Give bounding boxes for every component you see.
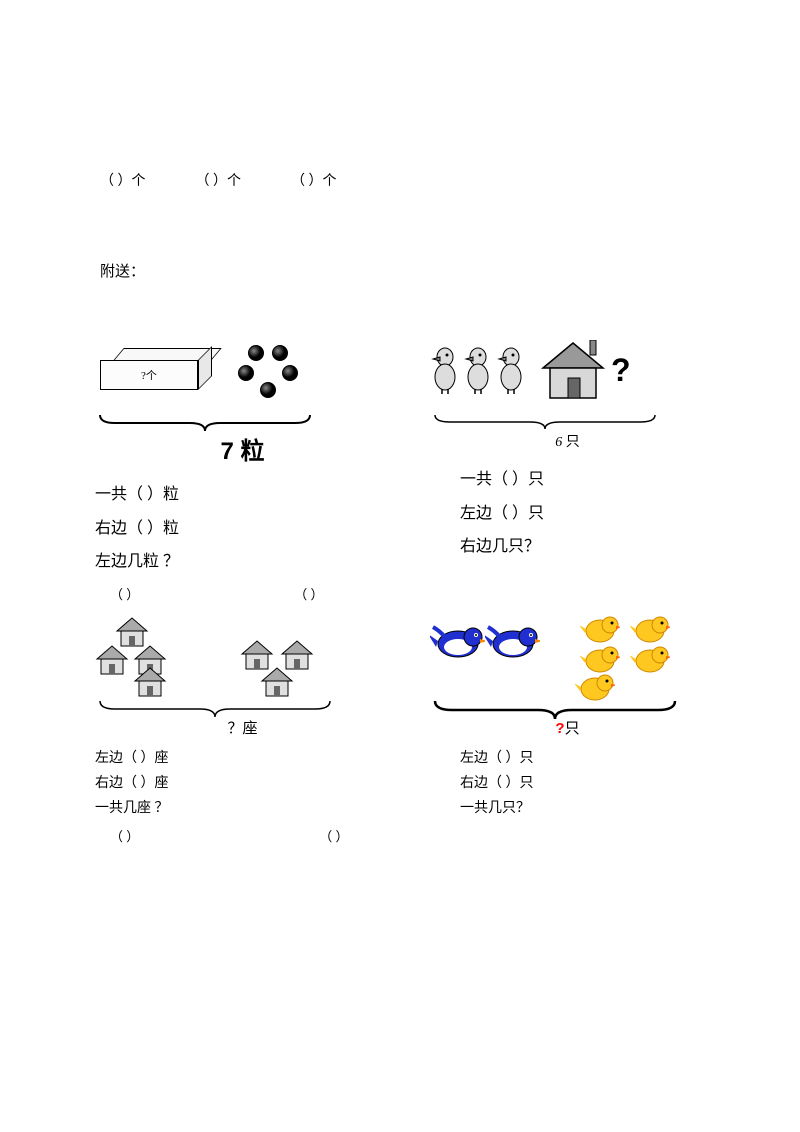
question-3: ？座 左边（ ）座 右边（ ）座 一共几座 ？ （ ） （ ）	[95, 611, 400, 846]
q3-bracket	[95, 699, 390, 721]
blank-3: （ ）个	[291, 170, 337, 190]
q3-line1: 左边（ ）座	[95, 746, 390, 771]
q4-bracket	[430, 699, 705, 721]
question-1: ?个 7 粒 一共（ ）粒 右边（ ）粒	[95, 325, 400, 603]
q2-line1: 一共（ ）只	[460, 463, 705, 497]
duck-icon	[463, 345, 493, 395]
paren-1: （ ）	[110, 584, 139, 603]
q4-illustration	[430, 611, 690, 701]
paren-1: （ ）	[110, 826, 139, 845]
q2-line3: 右边几只？	[460, 530, 705, 564]
worksheet-grid: ?个 7 粒 一共（ ）粒 右边（ ）粒	[95, 325, 705, 845]
q2-unit: 只	[566, 435, 580, 450]
q2-lines: 一共（ ）只 左边（ ）只 右边几只？	[430, 463, 705, 564]
q1-paren-row: （ ） （ ）	[95, 584, 390, 603]
q4-lines: 左边（ ）只 右边（ ）只 一共几只？	[430, 746, 705, 822]
q1-line1: 一共（ ）粒	[95, 478, 390, 512]
q1-lines: 一共（ ）粒 右边（ ）粒 左边几粒 ？	[95, 478, 390, 579]
paren-2: （ ）	[294, 584, 323, 603]
bird-icon	[430, 619, 485, 664]
duck-icon	[496, 345, 526, 395]
question-mark-icon: ?	[611, 352, 631, 389]
row-1: ?个 7 粒 一共（ ）粒 右边（ ）粒	[95, 325, 705, 603]
q4-line3: 一共几只？	[460, 796, 705, 821]
blank-1: （ ）个	[100, 170, 146, 190]
q4-line1: 左边（ ）只	[460, 746, 705, 771]
dot-icon	[238, 365, 254, 381]
q1-line2: 右边（ ）粒	[95, 512, 390, 546]
q2-line2: 左边（ ）只	[460, 497, 705, 531]
q3-paren-row: （ ） （ ）	[95, 826, 390, 845]
q3-line2: 右边（ ）座	[95, 771, 390, 796]
q4-unit: 只	[565, 721, 580, 737]
q2-illustration: ?	[430, 325, 705, 415]
row-2: ？座 左边（ ）座 右边（ ）座 一共几座 ？ （ ） （ ）	[95, 611, 705, 846]
q1-bracket-label: 7 粒	[95, 431, 390, 466]
q3-illustration	[95, 611, 335, 701]
dot-icon	[272, 345, 288, 361]
q3-line3: 一共几座 ？	[95, 796, 390, 821]
q4-line2: 右边（ ）只	[460, 771, 705, 796]
dot-icon	[260, 382, 276, 398]
mini-house-icon	[260, 666, 294, 698]
duck-group	[430, 345, 526, 395]
chick-icon	[630, 641, 670, 676]
mini-house-icon	[133, 666, 167, 698]
q1-bracket	[95, 413, 390, 435]
q3-lines: 左边（ ）座 右边（ ）座 一共几座 ？	[95, 746, 390, 822]
dot-icon	[282, 365, 298, 381]
q1-illustration: ?个	[95, 325, 390, 415]
attach-label: 附送：	[100, 260, 145, 281]
q2-num: 6	[555, 435, 562, 450]
box-icon: ?个	[100, 348, 210, 393]
mini-house-icon	[95, 644, 129, 676]
q1-line3: 左边几粒 ？	[95, 545, 390, 579]
dot-icon	[248, 345, 264, 361]
question-2: ? 6 只 一共（ ）只 左边（ ）只 右边几只？	[400, 325, 705, 603]
duck-icon	[430, 345, 460, 395]
paren-2: （ ）	[319, 826, 348, 845]
bird-icon	[485, 619, 540, 664]
dots-group	[230, 340, 310, 400]
q2-bracket	[430, 413, 705, 435]
box-label: ?个	[141, 367, 157, 383]
house-icon	[538, 340, 608, 400]
question-4: ?只 左边（ ）只 右边（ ）只 一共几只？	[400, 611, 705, 846]
blank-2: （ ）个	[196, 170, 242, 190]
top-fill-blanks: （ ）个 （ ）个 （ ）个	[100, 170, 337, 190]
